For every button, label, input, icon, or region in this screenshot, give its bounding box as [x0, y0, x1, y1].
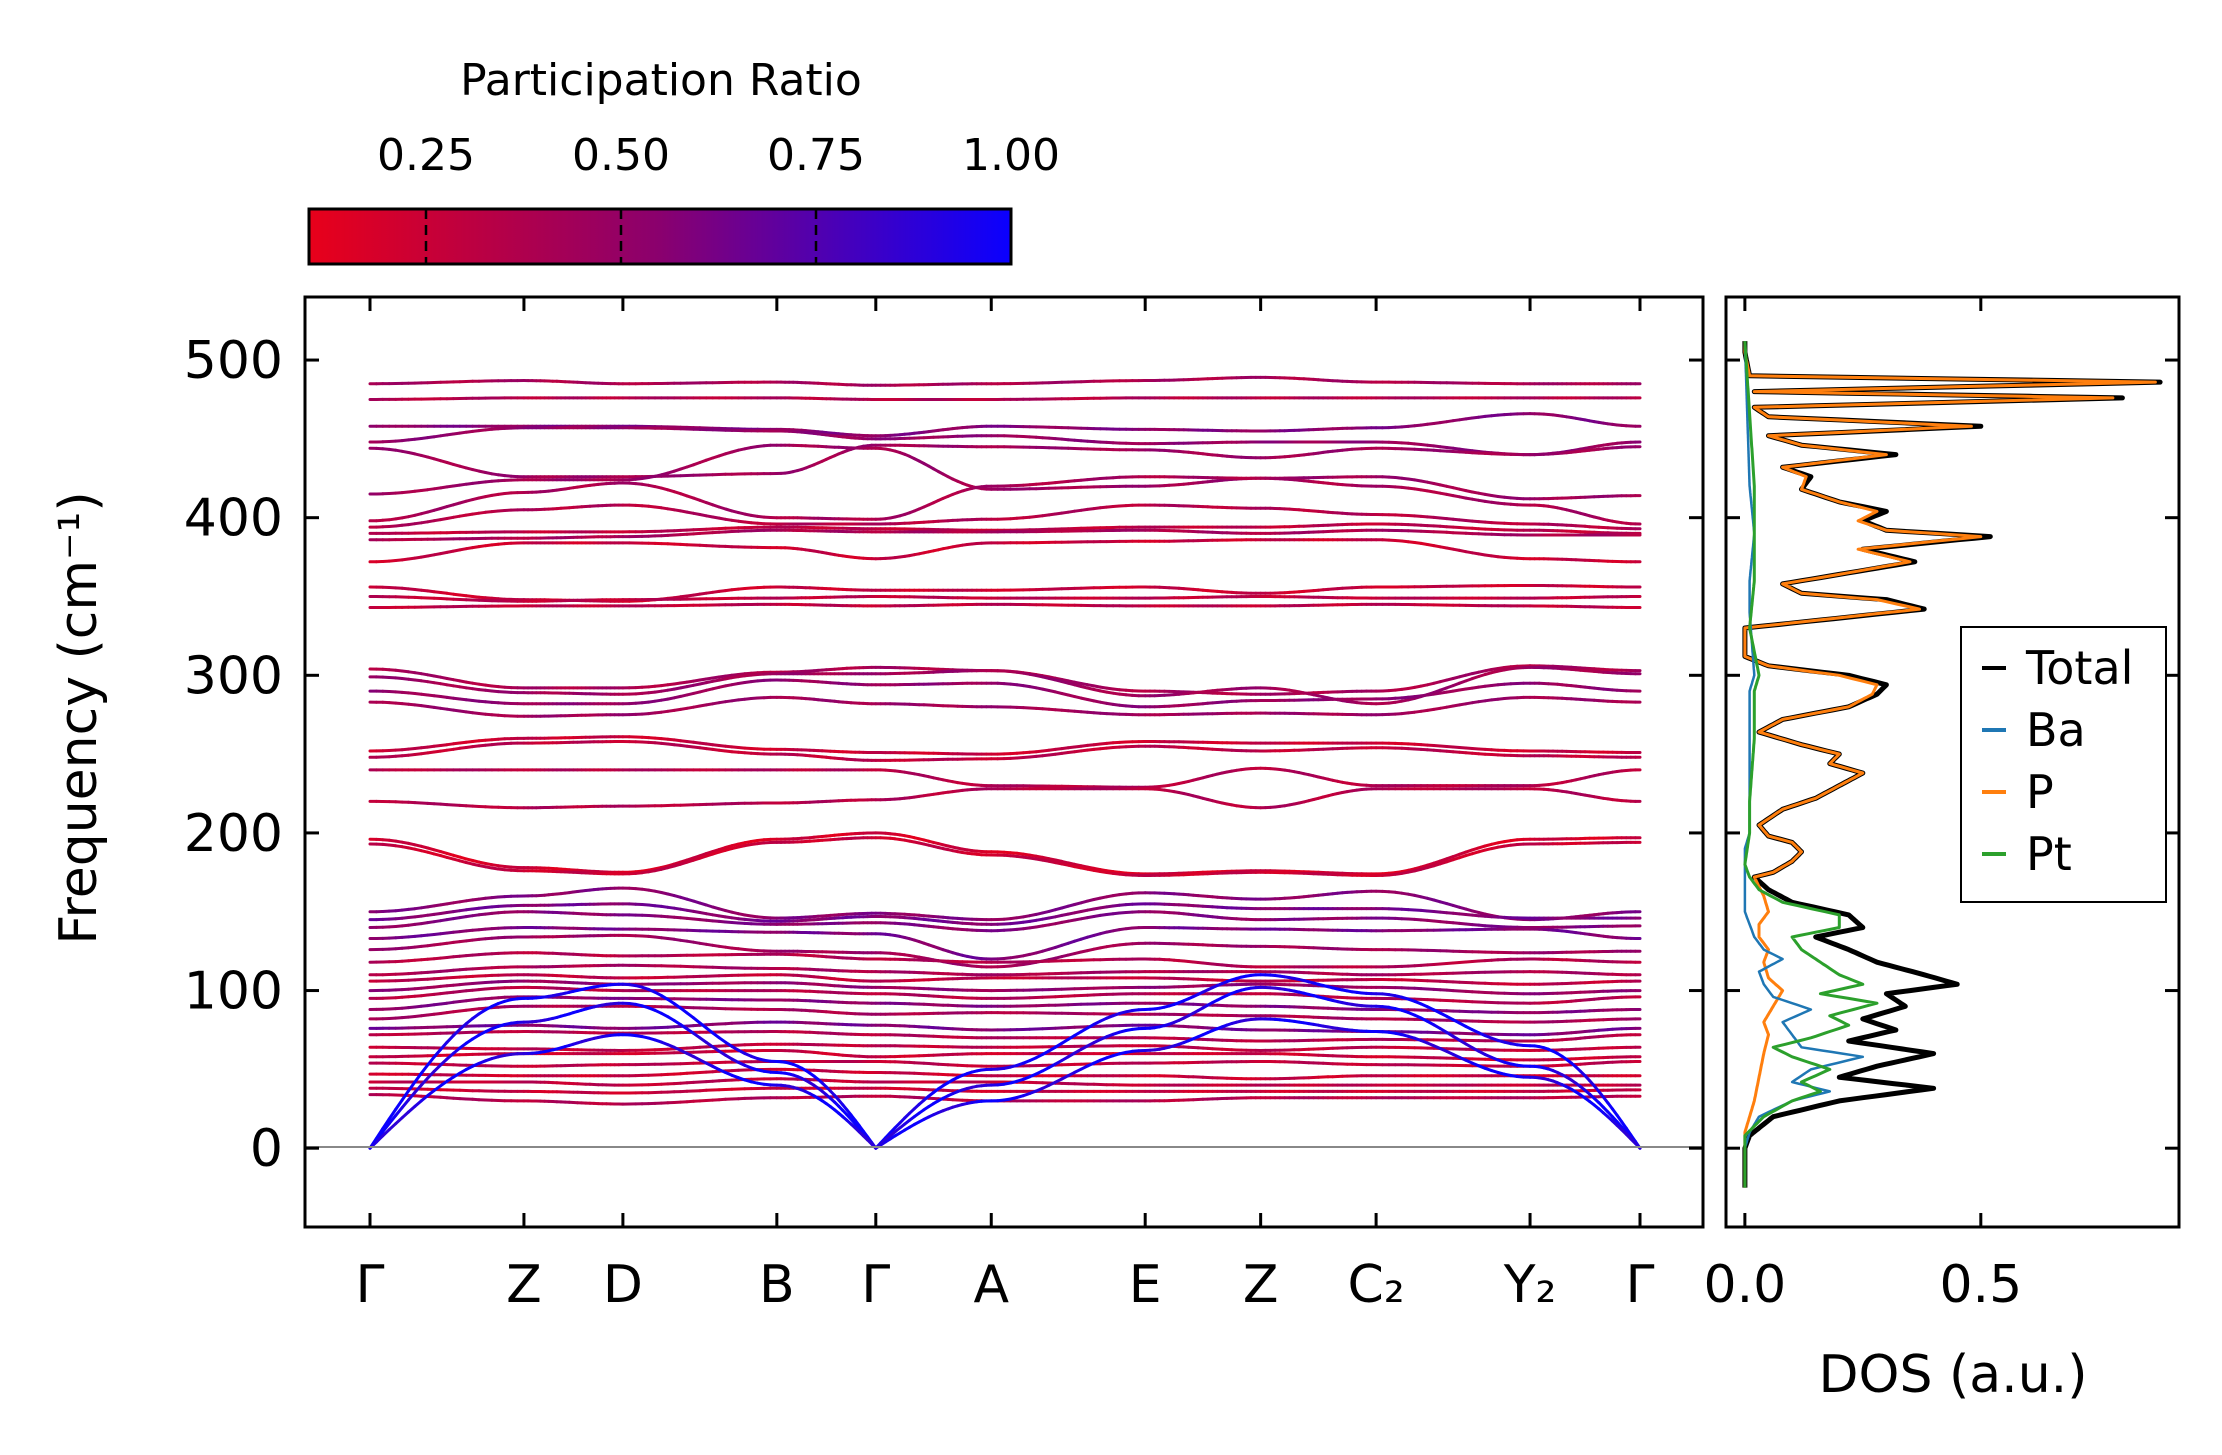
colorbar-tick-label: 0.75	[767, 130, 865, 181]
band-lines	[368, 375, 1642, 1150]
colorbar-tick-label: 0.25	[377, 130, 475, 181]
colorbar: Participation Ratio 0.25 0.50 0.75 1.00	[307, 55, 1060, 266]
colorbar-label: Participation Ratio	[460, 55, 862, 106]
colorbar-ticks: 0.25 0.50 0.75 1.00	[377, 130, 1060, 264]
colorbar-tick-label: 1.00	[962, 130, 1060, 181]
colorbar-gradient	[307, 207, 1013, 266]
colorbar-tick-label: 0.50	[572, 130, 670, 181]
